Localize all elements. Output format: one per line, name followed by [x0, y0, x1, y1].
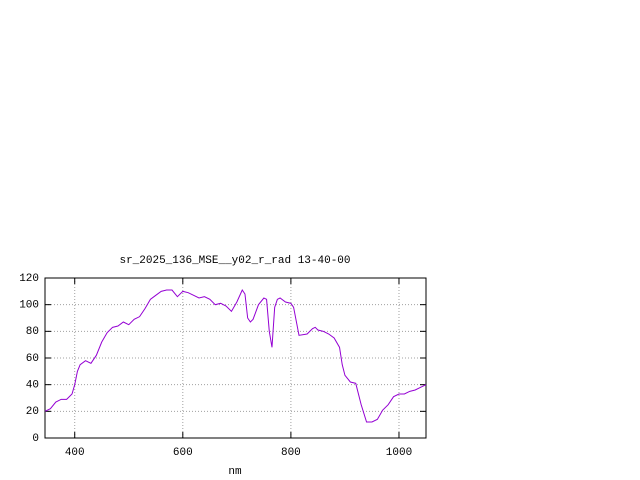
data-line	[44, 288, 427, 423]
y-tick-label: 40	[26, 380, 39, 392]
chart-title: sr_2025_136_MSE__y02_r_rad 13-40-00	[119, 255, 350, 267]
x-tick-label: 800	[281, 447, 301, 459]
y-tick-label: 60	[26, 353, 39, 365]
x-axis-label: nm	[228, 466, 242, 478]
y-tick-label: 100	[19, 300, 39, 312]
x-tick-label: 1000	[386, 447, 412, 459]
x-tick-label: 400	[65, 447, 85, 459]
y-tick-label: 120	[19, 273, 39, 285]
y-tick-label: 80	[26, 326, 39, 338]
plot-frame	[44, 277, 427, 439]
x-tick-label: 600	[173, 447, 193, 459]
y-tick-label: 20	[26, 406, 39, 418]
y-tick-label: 0	[32, 433, 39, 445]
